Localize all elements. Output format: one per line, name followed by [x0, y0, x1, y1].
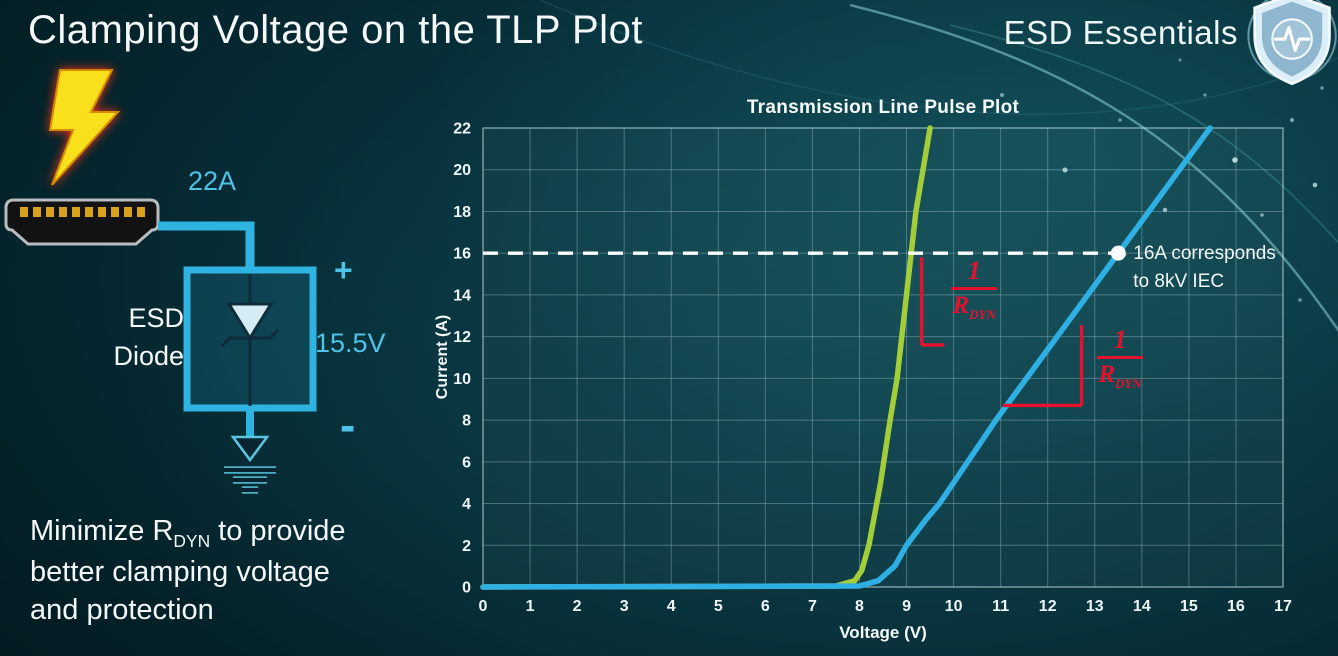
tick-labels: 0 1 2 3 4 5 6 7 8 9 10 11 12 13 14 15 16 1702468101214161…: [453, 121, 1292, 616]
marker-annotation: 16A corresponds to 8kV IEC: [1133, 240, 1276, 295]
svg-text:3: 3: [620, 598, 629, 615]
svg-text:12: 12: [453, 329, 471, 346]
fraction-bar: [951, 287, 998, 291]
svg-text:22: 22: [453, 121, 471, 138]
fraction-denominator: RDYN: [1097, 361, 1143, 391]
zener-diode-symbol: [220, 274, 280, 406]
chart-title: Transmission Line Pulse Plot: [746, 97, 1020, 118]
brand-title: ESD Essentials: [1003, 14, 1238, 51]
fraction-bar: [1097, 356, 1144, 360]
note-line2: better clamping voltage: [30, 555, 330, 588]
svg-text:14: 14: [453, 287, 471, 304]
svg-text:4: 4: [667, 598, 676, 615]
svg-text:6: 6: [761, 598, 770, 615]
fraction-numerator: 1: [967, 256, 981, 286]
rdyn-slope-green-indicator: [919, 257, 945, 347]
polarity-minus-label: -: [340, 399, 356, 451]
fraction-denominator: RDYN: [951, 292, 997, 322]
x-axis-label: Voltage (V): [839, 623, 927, 642]
esd-essentials-shield-icon: [1247, 0, 1337, 86]
svg-text:14: 14: [1133, 598, 1151, 615]
fraction-denominator-main: R: [952, 292, 970, 320]
grid-lines: [482, 127, 1284, 588]
polarity-plus-label: +: [334, 252, 353, 288]
ground-symbol: [224, 435, 276, 494]
surge-current-label: 22A: [188, 166, 237, 196]
svg-text:13: 13: [1086, 598, 1104, 615]
svg-text:0: 0: [479, 598, 488, 615]
rdyn-fraction-green: 1 RDYN: [951, 256, 998, 322]
marker-annotation-line1: 16A corresponds: [1133, 243, 1276, 265]
svg-text:20: 20: [453, 162, 471, 179]
tlp-chart: Transmission Line Pulse Plot Current (A)…: [430, 95, 1338, 656]
marker-annotation-line2: to 8kV IEC: [1133, 270, 1225, 292]
low-rdyn-diode-green-curve: [480, 125, 933, 590]
component-label-line1: ESD: [128, 303, 184, 333]
pulse-line-icon: [1273, 26, 1311, 53]
takeaway-note: Minimize RDYN to provide better clamping…: [30, 512, 346, 629]
page-title: Clamping Voltage on the TLP Plot: [28, 8, 643, 52]
svg-text:17: 17: [1274, 598, 1292, 615]
note-line1-post: to provide: [210, 515, 346, 547]
plot-frame: [482, 127, 1284, 588]
fraction-denominator-main: R: [1098, 361, 1116, 389]
svg-text:6: 6: [462, 454, 471, 471]
svg-text:0: 0: [462, 580, 471, 597]
hdmi-connector-icon: [4, 198, 160, 246]
svg-text:2: 2: [462, 538, 471, 555]
note-line1-pre: Minimize R: [30, 515, 174, 547]
svg-text:10: 10: [945, 598, 963, 615]
svg-text:16: 16: [453, 246, 471, 263]
component-label-line2: Diode: [113, 340, 184, 371]
svg-text:1: 1: [526, 598, 535, 615]
svg-text:12: 12: [1039, 598, 1057, 615]
note-line3: and protection: [30, 594, 214, 627]
fraction-denominator-sub: DYN: [1115, 376, 1142, 392]
svg-text:2: 2: [573, 598, 582, 615]
clamp-voltage-label: 15.5V: [315, 328, 386, 358]
marker-dot-16A: [1110, 245, 1126, 261]
svg-text:8: 8: [855, 598, 864, 615]
svg-text:18: 18: [453, 204, 471, 221]
svg-text:16: 16: [1227, 598, 1245, 615]
svg-text:10: 10: [453, 371, 471, 388]
svg-text:7: 7: [808, 598, 817, 615]
fraction-denominator-sub: DYN: [969, 307, 996, 323]
component-label: ESD Diode: [40, 300, 184, 376]
svg-text:11: 11: [992, 598, 1009, 615]
svg-text:8: 8: [462, 413, 471, 430]
rdyn-fraction-blue: 1 RDYN: [1097, 325, 1144, 391]
esd-diode-box: [183, 266, 317, 412]
high-rdyn-diode-blue-curve: [480, 125, 1213, 590]
fraction-numerator: 1: [1113, 325, 1127, 355]
svg-text:15: 15: [1180, 598, 1198, 615]
svg-text:9: 9: [902, 598, 911, 615]
note-line1-sub: DYN: [173, 530, 211, 551]
lightning-bolt-icon: [48, 69, 121, 186]
rdyn-slope-blue-indicator: [1003, 325, 1084, 408]
svg-text:5: 5: [714, 598, 723, 615]
surge-wire: [158, 221, 255, 272]
note-line1: Minimize RDYN to provide: [30, 512, 346, 553]
tlp-plot-svg: 0 1 2 3 4 5 6 7 8 9 10 11 12 13 14 15 16 1702468101214161…: [453, 121, 1292, 616]
svg-text:4: 4: [462, 496, 471, 513]
